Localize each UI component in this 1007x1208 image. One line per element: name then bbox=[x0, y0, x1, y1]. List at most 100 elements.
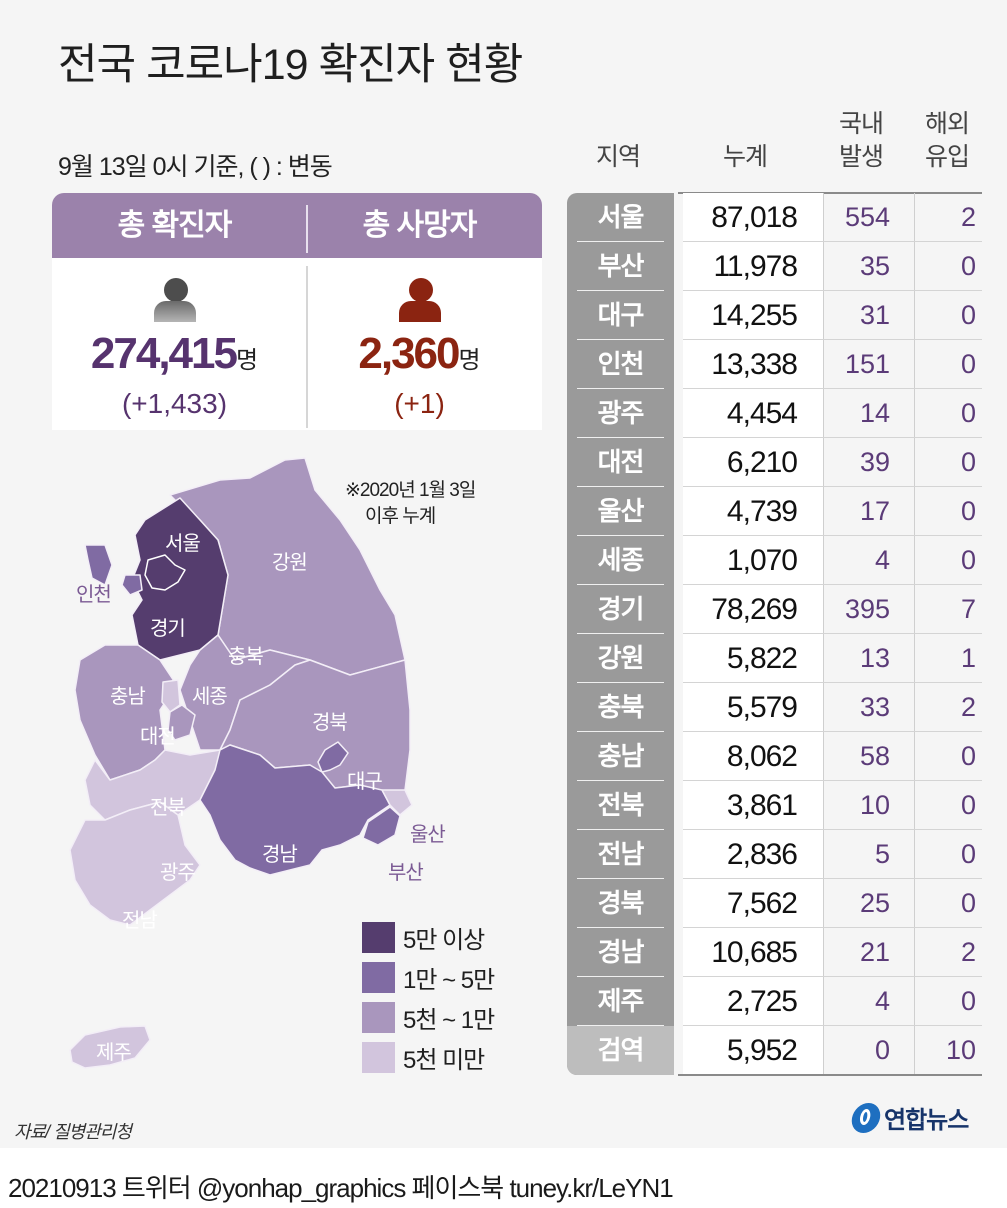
legend-label: 5만 이상 bbox=[403, 926, 485, 954]
region-name: 대구 bbox=[567, 291, 674, 340]
row-divider bbox=[683, 241, 982, 242]
row-divider bbox=[683, 584, 982, 585]
header-overseas-line1: 해외 bbox=[924, 110, 970, 138]
table-row: 전북 3,861 10 0 bbox=[567, 781, 982, 830]
yonhap-logo-icon bbox=[849, 1102, 883, 1133]
domestic-cases: 5 bbox=[823, 830, 914, 879]
domestic-cases: 13 bbox=[823, 634, 914, 683]
header-domestic-line1: 국내 bbox=[838, 110, 884, 138]
region-name: 강원 bbox=[567, 634, 674, 683]
cumulative-total: 1,070 bbox=[683, 536, 823, 585]
cumulative-total: 2,725 bbox=[683, 977, 823, 1026]
cumulative-total: 2,836 bbox=[683, 830, 823, 879]
overseas-cases: 10 bbox=[914, 1026, 982, 1075]
cumulative-note: ※2020년 1월 3일 이후 누계 bbox=[345, 478, 476, 530]
region-name: 제주 bbox=[567, 977, 674, 1026]
table-row: 검역 5,952 0 10 bbox=[567, 1026, 976, 1075]
domestic-cases: 395 bbox=[823, 585, 914, 634]
legend-label: 5천 ~ 1만 bbox=[403, 1006, 495, 1034]
map-label-gwangju: 광주 bbox=[160, 862, 196, 884]
table-row: 울산 4,739 17 0 bbox=[567, 487, 982, 536]
row-divider bbox=[683, 780, 982, 781]
region-name: 울산 bbox=[567, 487, 674, 536]
cumulative-total: 10,685 bbox=[683, 928, 823, 977]
legend-swatch bbox=[362, 1001, 395, 1033]
table-row: 충북 5,579 33 2 bbox=[567, 683, 982, 732]
deaths-col: 2,360명 (+1) bbox=[297, 258, 542, 430]
region-name: 경북 bbox=[567, 879, 674, 928]
region-name: 부산 bbox=[567, 242, 674, 291]
subtitle: 9월 13일 0시 기준, ( ) : 변동 bbox=[58, 153, 333, 181]
region-jeonnam bbox=[69, 801, 201, 926]
region-column-bg bbox=[567, 193, 674, 1075]
summary-box: 총 확진자 총 사망자 274,415명 (+1,433) 2,360명 (+1… bbox=[52, 193, 542, 433]
body-divider bbox=[306, 266, 308, 428]
map-label-incheon: 인천 bbox=[76, 584, 112, 606]
logo-text: 연합뉴스 bbox=[884, 1107, 969, 1134]
table-row: 충남 8,062 58 0 bbox=[567, 732, 982, 781]
region-busan bbox=[362, 806, 401, 846]
table-bottom-rule bbox=[678, 1074, 982, 1076]
legend-item: 5천 미만 bbox=[362, 1037, 494, 1077]
row-divider bbox=[683, 976, 982, 977]
summary-header: 총 확진자 총 사망자 bbox=[52, 193, 542, 258]
overseas-cases: 0 bbox=[914, 781, 982, 830]
row-divider bbox=[683, 486, 982, 487]
korea-map bbox=[69, 457, 413, 1069]
row-divider bbox=[683, 437, 982, 438]
deaths-value: 2,360명 bbox=[297, 330, 542, 385]
overseas-cases: 0 bbox=[914, 830, 982, 879]
deaths-label: 총 사망자 bbox=[362, 209, 478, 242]
confirmed-number: 274,415 bbox=[90, 329, 238, 378]
domestic-cases: 35 bbox=[823, 242, 914, 291]
confirmed-value: 274,415명 bbox=[52, 330, 297, 385]
region-incheon bbox=[84, 544, 143, 596]
overseas-cases: 0 bbox=[914, 291, 982, 340]
confirmed-label: 총 확진자 bbox=[117, 209, 233, 242]
region-gyeongnam bbox=[199, 744, 391, 876]
region-daejeon bbox=[167, 704, 196, 741]
overseas-cases: 0 bbox=[914, 242, 982, 291]
cumulative-total: 7,562 bbox=[683, 879, 823, 928]
cumulative-total: 78,269 bbox=[683, 585, 823, 634]
row-divider bbox=[683, 878, 982, 879]
header-overseas: 해외 유입 bbox=[912, 108, 982, 174]
row-divider bbox=[683, 829, 982, 830]
region-name: 충북 bbox=[567, 683, 674, 732]
table-row: 전남 2,836 5 0 bbox=[567, 830, 982, 879]
map-label-gyeongnam: 경남 bbox=[262, 844, 298, 866]
domestic-cases: 39 bbox=[823, 438, 914, 487]
data-table: 서울 87,018 554 2 부산 11,978 35 0 대구 14,255 31 0 인천 13,3… bbox=[567, 193, 982, 1075]
deaths-unit: 명 bbox=[458, 347, 481, 374]
region-daegu bbox=[317, 741, 349, 773]
domestic-cases: 10 bbox=[823, 781, 914, 830]
header-divider bbox=[306, 205, 308, 253]
region-name: 경남 bbox=[567, 928, 674, 977]
row-divider bbox=[683, 535, 982, 536]
domestic-cases: 4 bbox=[823, 977, 914, 1026]
map-label-busan: 부산 bbox=[388, 862, 424, 884]
region-name: 인천 bbox=[567, 340, 674, 389]
table-row: 대전 6,210 39 0 bbox=[567, 438, 982, 487]
table-row: 광주 4,454 14 0 bbox=[567, 389, 982, 438]
person-icon bbox=[398, 278, 442, 322]
overseas-cases: 2 bbox=[914, 683, 982, 732]
deaths-number: 2,360 bbox=[358, 329, 460, 378]
table-row: 경북 7,562 25 0 bbox=[567, 879, 982, 928]
map-label-chungbuk: 충북 bbox=[228, 646, 264, 668]
table-row: 대구 14,255 31 0 bbox=[567, 291, 982, 340]
cumulative-total: 14,255 bbox=[683, 291, 823, 340]
domestic-cases: 25 bbox=[823, 879, 914, 928]
cumulative-total: 8,062 bbox=[683, 732, 823, 781]
legend-item: 1만 ~ 5만 bbox=[362, 957, 495, 997]
header-domestic-line2: 발생 bbox=[838, 143, 884, 171]
header-region: 지역 bbox=[595, 143, 641, 171]
row-divider bbox=[683, 927, 982, 928]
region-name: 세종 bbox=[567, 536, 674, 585]
domestic-cases: 33 bbox=[823, 683, 914, 732]
row-divider bbox=[683, 731, 982, 732]
footer-credit: 20210913 트위터 @yonhap_graphics 페이스북 tuney… bbox=[8, 1173, 674, 1203]
legend-label: 5천 미만 bbox=[403, 1046, 485, 1074]
table-row: 서울 87,018 554 2 bbox=[567, 193, 982, 242]
map-label-gyeonggi: 경기 bbox=[150, 618, 186, 640]
